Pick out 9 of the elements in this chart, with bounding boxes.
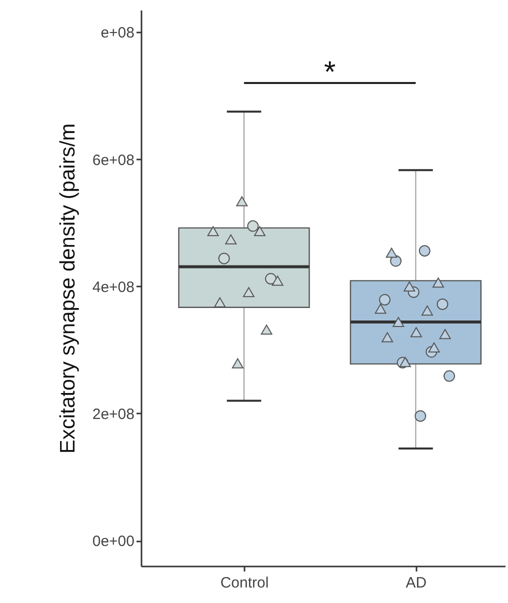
y-tick-label: e+08: [100, 24, 134, 42]
y-tick-label: 2e+08: [92, 406, 134, 423]
x-tick-label: AD: [406, 574, 427, 592]
y-tick-label: 6e+08: [92, 152, 134, 169]
y-tick-label: 4e+08: [92, 278, 134, 296]
x-tick-label: Control: [220, 574, 269, 592]
annotation: *: [324, 56, 336, 89]
y-tick-label: 0e+00: [92, 533, 134, 550]
y-axis-title: Excitatory synapse density (pairs/m: [56, 123, 80, 454]
